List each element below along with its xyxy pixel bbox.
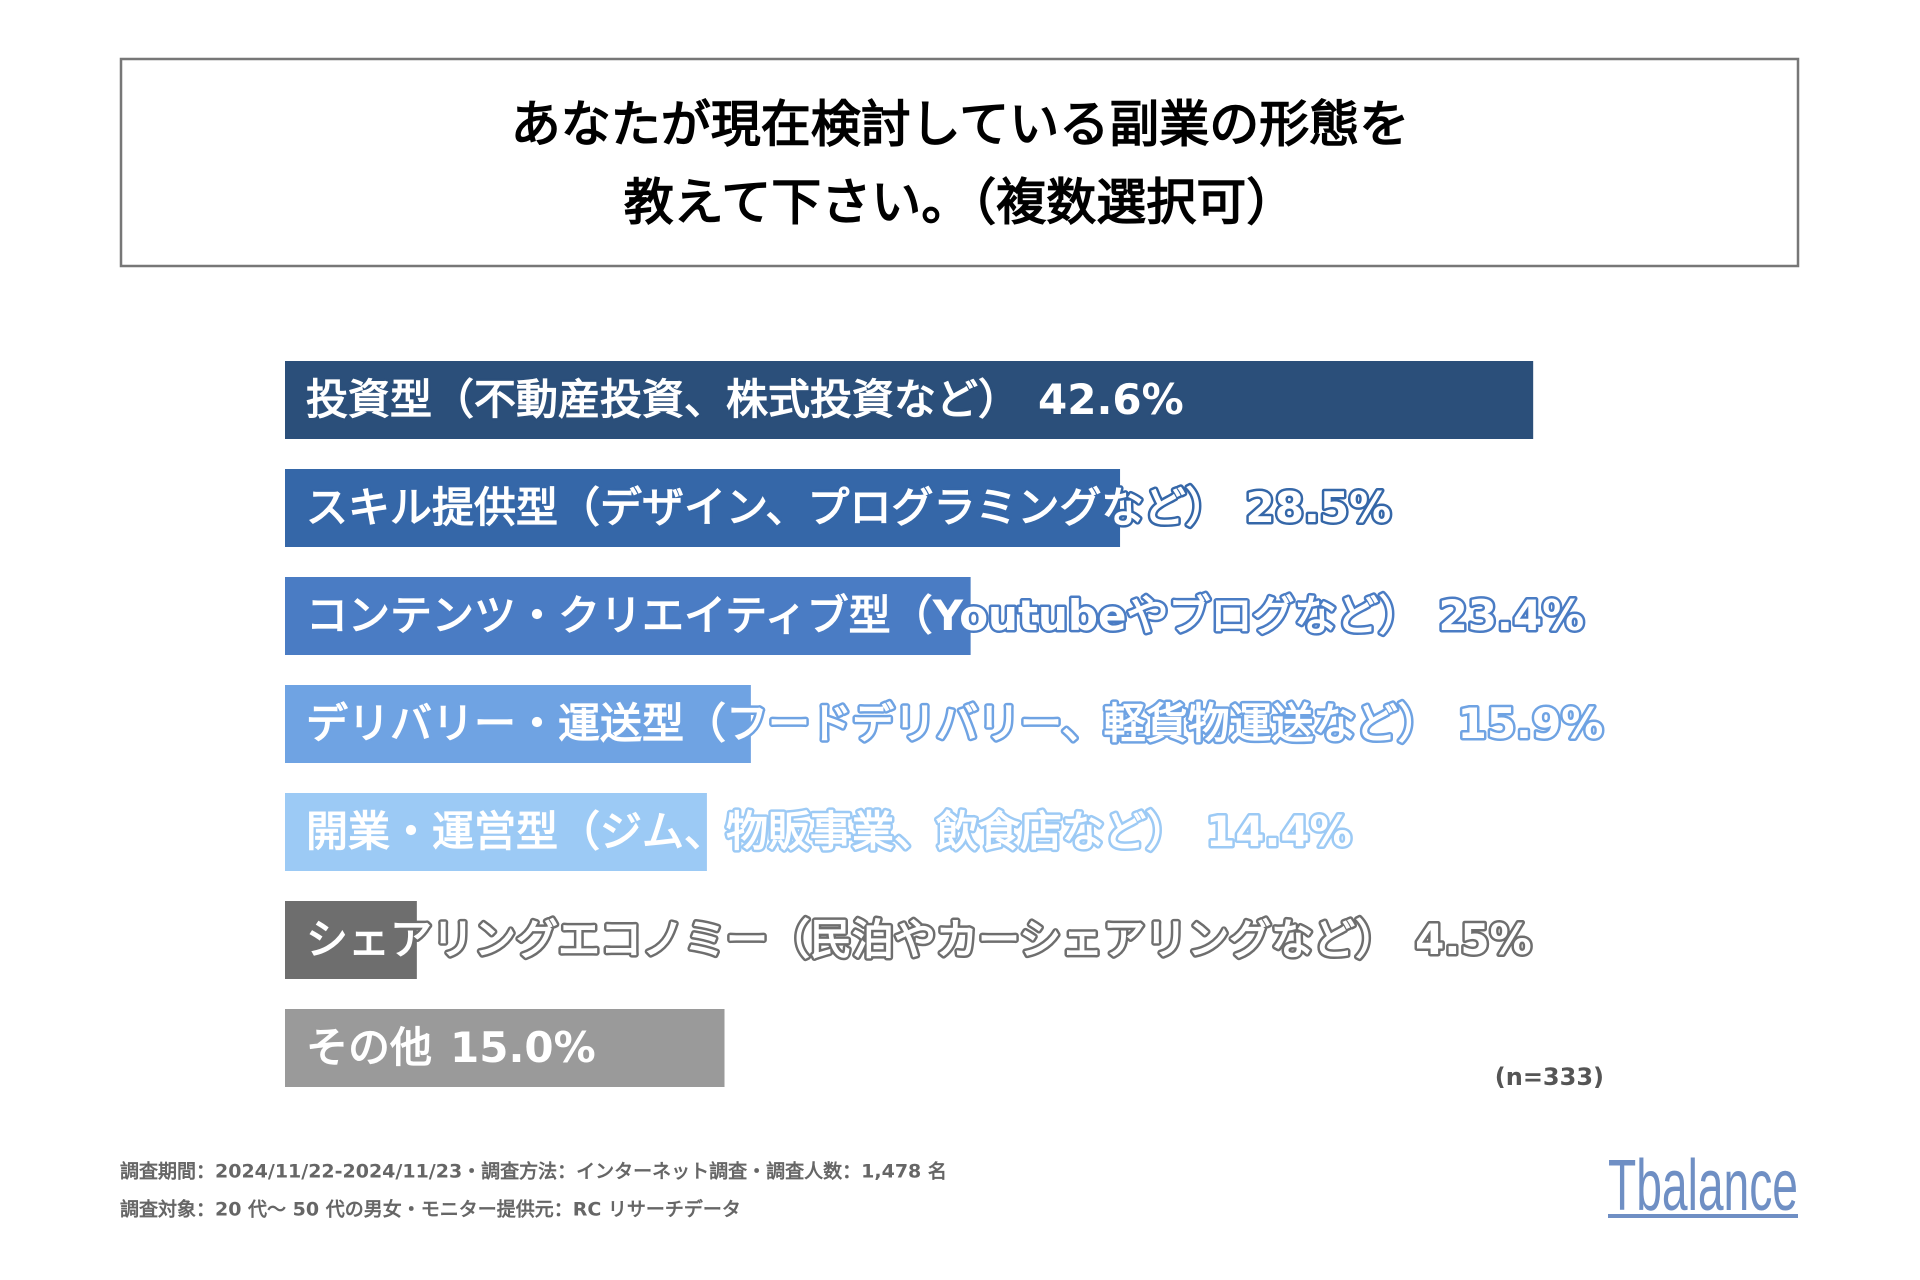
chart-title: あなたが現在検討している副業の形態を [511,96,1410,154]
bar-label: スキル提供型（デザイン、プログラミングなど） 28.5% [306,483,1391,532]
category-label: コンテンツ・クリエイティブ型（Youtubeやブログなど） [306,591,1420,640]
category-label: その他 [306,1023,432,1072]
value-label: 14.4% [1206,807,1352,856]
value-label: 23.4% [1438,591,1584,640]
category-label: スキル提供型（デザイン、プログラミングなど） [306,483,1227,532]
category-label: シェアリングエコノミー（民泊やカーシェアリングなど） [306,915,1397,964]
bar [285,685,751,763]
bar [285,1009,725,1087]
bar [285,901,417,979]
bar-label: 投資型（不動産投資、株式投資など） 42.6% [306,375,1184,424]
bar-label: シェアリングエコノミー（民泊やカーシェアリングなど） 4.5% [306,915,1532,964]
bar [285,793,707,871]
value-label: 42.6% [1038,375,1184,424]
category-label: 投資型（不動産投資、株式投資など） [306,375,1020,424]
value-label: 28.5% [1245,483,1391,532]
bar [285,577,971,655]
bar-label: コンテンツ・クリエイティブ型（Youtubeやブログなど） 23.4% [306,591,1584,640]
footer-text: 調査期間：2024/11/22-2024/11/23・調査方法：インターネット調… [120,1160,947,1183]
chart-title: 教えて下さい。（複数選択可） [624,174,1297,232]
logo: Tbalance [1608,1146,1798,1226]
category-label: デリバリー・運送型（フードデリバリー、軽貨物運送など） [306,699,1440,748]
title-box [119,57,1800,268]
category-label: 開業・運営型（ジム、物販事業、飲食店など） [306,807,1188,856]
bar-label: その他 15.0% [306,1023,596,1072]
bar-label: 開業・運営型（ジム、物販事業、飲食店など） 14.4% [306,807,1352,856]
bar-label: デリバリー・運送型（フードデリバリー、軽貨物運送など） 15.9% [306,699,1603,748]
bar [285,469,1121,547]
footer-text: 調査対象：20 代～ 50 代の男女・モニター提供元：RC リサーチデータ [120,1198,741,1221]
value-label: 4.5% [1415,915,1531,964]
value-label: 15.9% [1458,699,1604,748]
sample-note: (n=333) [1495,1063,1604,1091]
bar [285,361,1534,439]
value-label: 15.0% [450,1023,596,1072]
